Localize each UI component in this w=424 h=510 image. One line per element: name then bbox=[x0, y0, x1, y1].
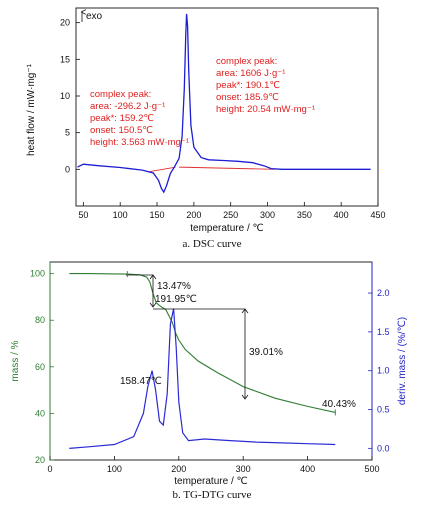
tg-left-tick-label: 20 bbox=[35, 455, 45, 465]
dsc-y-axis-label: heat flow / mW·mg⁻¹ bbox=[26, 63, 37, 156]
tg-left-tick-label: 80 bbox=[35, 315, 45, 325]
tg-x-tick-label: 0 bbox=[47, 464, 52, 474]
tg-x-tick-label: 200 bbox=[171, 464, 186, 474]
dsc-annotation-endo: complex peak: area: -296.2 J·g⁻¹ peak*: … bbox=[90, 89, 189, 148]
tg-plot-frame bbox=[49, 261, 373, 461]
tg-right-tick-label: 1.0 bbox=[377, 366, 390, 376]
dsc-x-axis-label: temperature / ℃ bbox=[190, 223, 263, 234]
dsc-ann1-line1: complex peak: bbox=[90, 89, 151, 100]
tg-left-tick-label: 60 bbox=[35, 362, 45, 372]
tg-right-axis-label: deriv. mass / (%/℃) bbox=[397, 317, 408, 405]
dsc-x-ticks: 50 100 150 200 250 300 350 400 450 bbox=[78, 202, 386, 220]
dsc-ann1-line4: onset: 150.5℃ bbox=[90, 125, 153, 136]
tg-step1-label: 13.47% bbox=[157, 281, 191, 292]
dsc-ann2-line2: area: 1606 J·g⁻¹ bbox=[216, 68, 285, 79]
tg-x-axis-label: temperature / ℃ bbox=[174, 476, 247, 487]
dsc-y-tick-label: 10 bbox=[60, 91, 70, 101]
tg-annotation-guides bbox=[126, 274, 249, 400]
arrow-step1-bottom bbox=[149, 302, 157, 308]
dsc-ann2-line1: complex peak: bbox=[216, 56, 277, 67]
dsc-ann2-line3: peak*: 190.1℃ bbox=[216, 80, 280, 91]
dsc-x-tick-label: 150 bbox=[150, 210, 165, 220]
dsc-y-tick-label: 0 bbox=[65, 164, 70, 174]
tg-mass-series-line bbox=[69, 273, 336, 413]
dsc-baseline-endo bbox=[149, 166, 176, 172]
dsc-ann2-line4: onset: 185.9℃ bbox=[216, 92, 279, 103]
dsc-x-tick-label: 100 bbox=[113, 210, 128, 220]
dsc-ann1-line5: height: 3.563 mW·mg⁻¹ bbox=[90, 137, 189, 148]
dsc-x-tick-label: 400 bbox=[334, 210, 349, 220]
arrow-step2-top bbox=[241, 308, 249, 314]
tg-left-ticks: 20 40 60 80 100 bbox=[30, 269, 54, 465]
dtg-series-line bbox=[69, 308, 336, 449]
tg-left-axis-label: mass / % bbox=[10, 340, 21, 381]
dsc-y-tick-label: 5 bbox=[65, 128, 70, 138]
dsc-x-tick-label: 50 bbox=[78, 210, 88, 220]
dsc-exo-label: exo bbox=[86, 11, 103, 22]
tg-right-tick-label: 1.5 bbox=[377, 327, 390, 337]
tg-x-ticks: 0 100 200 300 400 500 bbox=[47, 456, 380, 474]
dsc-x-tick-label: 250 bbox=[223, 210, 238, 220]
dsc-ann2-line5: height: 20.54 mW·mg⁻¹ bbox=[216, 104, 315, 115]
dsc-annotation-exo: complex peak: area: 1606 J·g⁻¹ peak*: 19… bbox=[216, 56, 315, 115]
tg-step2-label: 39.01% bbox=[249, 347, 283, 358]
dsc-series-line bbox=[77, 13, 371, 194]
tg-right-tick-label: 0.5 bbox=[377, 405, 390, 415]
tg-right-tick-label: 0.0 bbox=[377, 443, 390, 453]
tg-x-tick-label: 400 bbox=[300, 464, 315, 474]
tg-peak2-label: 191.95℃ bbox=[155, 294, 197, 305]
tg-left-tick-label: 100 bbox=[30, 269, 45, 279]
tg-caption: b. TG-DTG curve bbox=[173, 489, 252, 501]
tg-right-tick-label: 2.0 bbox=[377, 288, 390, 298]
tg-x-tick-label: 100 bbox=[107, 464, 122, 474]
tg-residue-label: 40.43% bbox=[322, 399, 356, 410]
dtg-peak1-label: 158.47℃ bbox=[120, 376, 162, 387]
dsc-x-tick-label: 300 bbox=[260, 210, 275, 220]
dsc-y-ticks: 0 5 10 15 20 bbox=[60, 18, 80, 174]
dsc-baseline-exo bbox=[179, 166, 275, 170]
dsc-x-tick-label: 450 bbox=[370, 210, 385, 220]
dsc-caption: a. DSC curve bbox=[183, 238, 242, 250]
tg-x-tick-label: 500 bbox=[364, 464, 379, 474]
dsc-plot-frame bbox=[75, 7, 379, 207]
dsc-ann1-line3: peak*: 159.2℃ bbox=[90, 113, 154, 124]
tg-left-tick-label: 40 bbox=[35, 408, 45, 418]
dsc-x-tick-label: 200 bbox=[186, 210, 201, 220]
arrow-step2-bottom bbox=[241, 394, 249, 400]
arrow-step1-top bbox=[149, 274, 157, 280]
tg-right-ticks: 0.0 0.5 1.0 1.5 2.0 bbox=[368, 288, 390, 453]
tg-x-tick-label: 300 bbox=[236, 464, 251, 474]
tg-dtg-chart: 0 100 200 300 400 500 20 40 60 80 100 0.0 0.5 1.0 1.… bbox=[10, 261, 408, 501]
dsc-y-tick-label: 15 bbox=[60, 54, 70, 64]
dsc-y-tick-label: 20 bbox=[60, 18, 70, 28]
dsc-x-tick-label: 350 bbox=[297, 210, 312, 220]
dsc-ann1-line2: area: -296.2 J·g⁻¹ bbox=[90, 101, 165, 112]
